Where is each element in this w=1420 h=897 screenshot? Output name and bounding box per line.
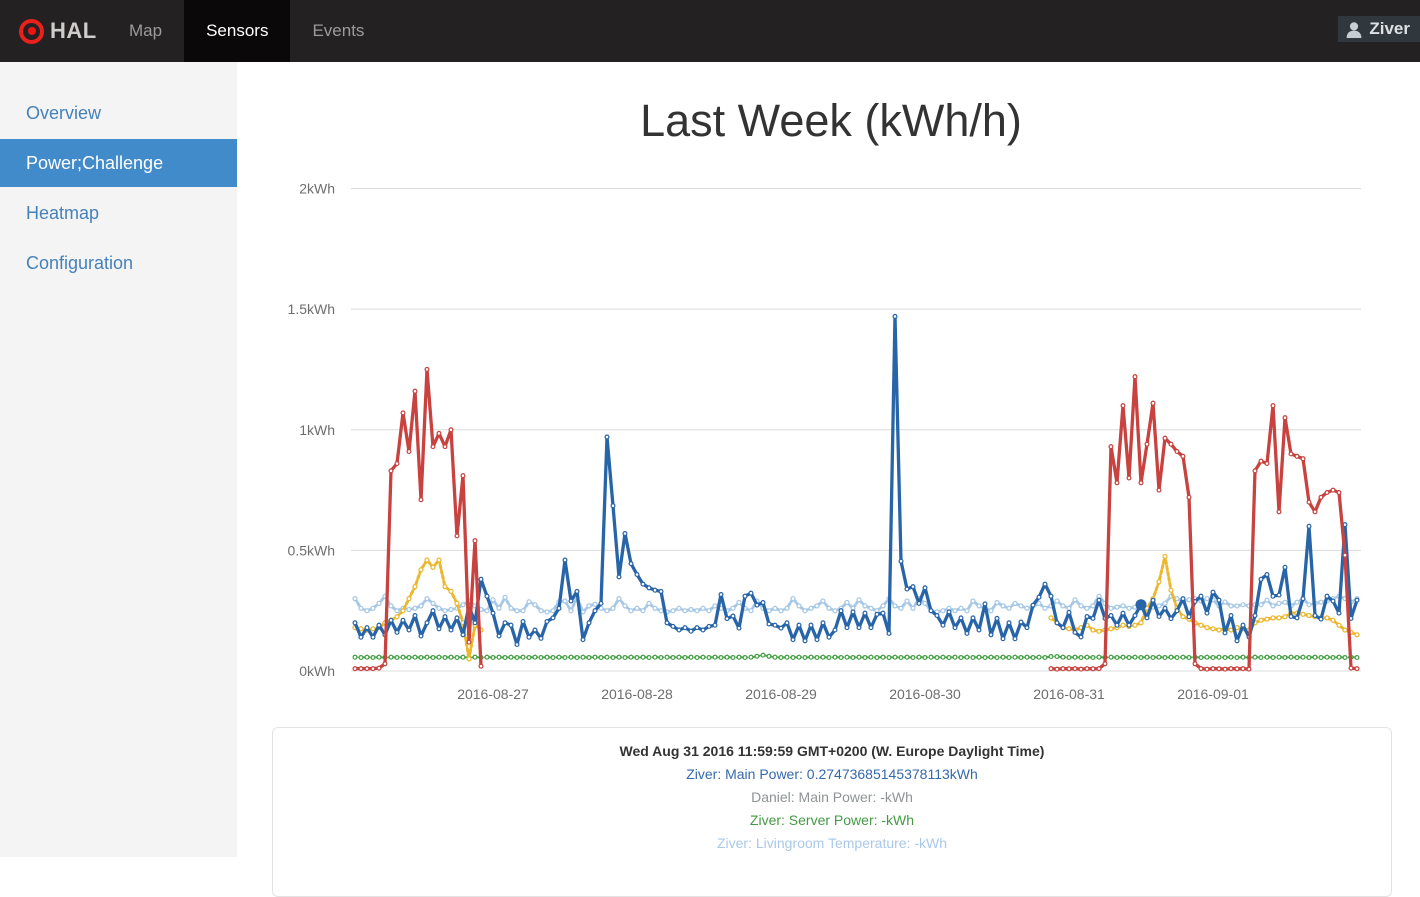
legend-row-ziver-livingroom-temperature: Ziver: Livingroom Temperature: -kWh <box>716 835 948 851</box>
series-line <box>353 367 1359 671</box>
user-name-label: Ziver <box>1369 19 1410 38</box>
nav-item-events[interactable]: Events <box>312 21 365 40</box>
legend-row-ziver-server-power: Ziver: Server Power: -kWh <box>749 812 915 828</box>
sidebar-item-overview[interactable]: Overview <box>26 103 102 123</box>
y-axis-label: 0kWh <box>299 663 335 679</box>
nav-item-sensors[interactable]: Sensors <box>184 0 291 62</box>
series-markers <box>352 366 1360 672</box>
y-axis-label: 1.5kWh <box>288 301 335 317</box>
nav-item-map[interactable]: Map <box>129 21 163 40</box>
sidebar: Overview Power;Challenge Heatmap Configu… <box>0 62 237 857</box>
sidebar-nav: Overview Power;Challenge Heatmap Configu… <box>0 62 237 287</box>
main-content: Last Week (kWh/h) 0kWh 0.5kWh 1kWh 1.5kWh 2k… <box>237 62 1420 897</box>
navbar-menu: Map Sensors Events <box>107 0 386 62</box>
x-axis-label: 2016-08-31 <box>1033 686 1105 702</box>
y-axis-label: 2kWh <box>299 181 335 197</box>
chart-canvas[interactable]: 0kWh 0.5kWh 1kWh 1.5kWh 2kWh 2016-08-27 2016-0… <box>240 162 1418 724</box>
chart-legend-panel: Wed Aug 31 2016 11:59:59 GMT+0200 (W. Eu… <box>272 727 1392 897</box>
sidebar-item-power-challenge[interactable]: Power;Challenge <box>0 139 237 187</box>
legend-row-daniel-main-power: Daniel: Main Power: -kWh <box>751 789 913 805</box>
sidebar-item-configuration[interactable]: Configuration <box>26 253 134 273</box>
legend-timestamp: Wed Aug 31 2016 11:59:59 GMT+0200 (W. Eu… <box>619 743 1045 759</box>
sidebar-item-heatmap[interactable]: Heatmap <box>26 203 100 223</box>
user-menu-button[interactable]: Ziver <box>1338 16 1420 42</box>
hal-logo-icon <box>19 18 44 44</box>
x-axis-label: 2016-09-01 <box>1177 686 1249 702</box>
brand[interactable]: HAL <box>19 0 97 62</box>
chart-title: Last Week (kWh/h) <box>640 95 1022 146</box>
y-axis-label: 1kWh <box>299 422 335 438</box>
x-axis-label: 2016-08-30 <box>889 686 961 702</box>
x-axis-label: 2016-08-27 <box>457 686 529 702</box>
highlighted-point <box>1135 599 1147 611</box>
series-markers <box>352 652 1360 661</box>
x-axis-label: 2016-08-29 <box>745 686 817 702</box>
series-markers <box>352 593 1360 615</box>
top-navbar: HAL Map Sensors Events Ziver <box>0 0 1420 62</box>
x-axis-label: 2016-08-28 <box>601 686 673 702</box>
brand-label: HAL <box>50 18 97 43</box>
legend-row-ziver-main-power: Ziver: Main Power: 0.27473685145378113kW… <box>686 766 978 782</box>
user-icon <box>1346 21 1362 38</box>
series-line <box>353 314 1359 647</box>
y-axis-label: 0.5kWh <box>288 542 335 558</box>
